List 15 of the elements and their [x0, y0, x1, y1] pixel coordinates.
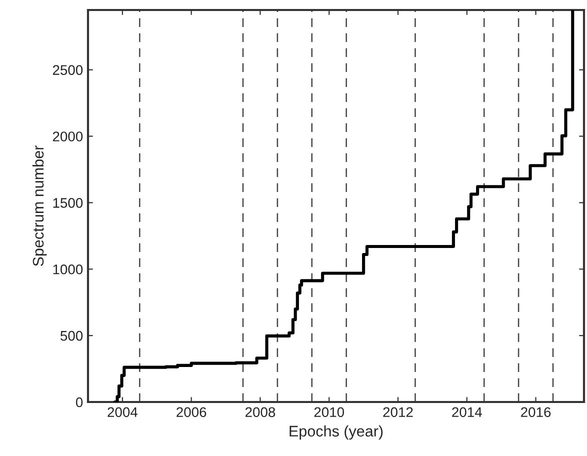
x-axis-title: Epochs (year) [290, 425, 383, 440]
x-tick-label: 2004 [108, 407, 138, 418]
x-tick-label: 2008 [245, 407, 276, 418]
x-tick-label: 2006 [176, 407, 206, 418]
y-tick-label: 2500 [52, 65, 83, 75]
x-tick-label: 2010 [314, 407, 344, 418]
y-tick-label: 500 [60, 330, 83, 341]
x-tick-label: 2012 [383, 407, 413, 418]
x-tick-label: 2016 [521, 407, 551, 418]
y-axis-title: Spectrum number [32, 146, 47, 266]
y-tick-label: 1000 [53, 264, 83, 274]
y-tick-label: 0 [76, 397, 83, 408]
y-tick-label: 2000 [52, 132, 83, 142]
y-tick-label: 1500 [53, 198, 83, 208]
x-tick-label: 2014 [452, 407, 482, 418]
